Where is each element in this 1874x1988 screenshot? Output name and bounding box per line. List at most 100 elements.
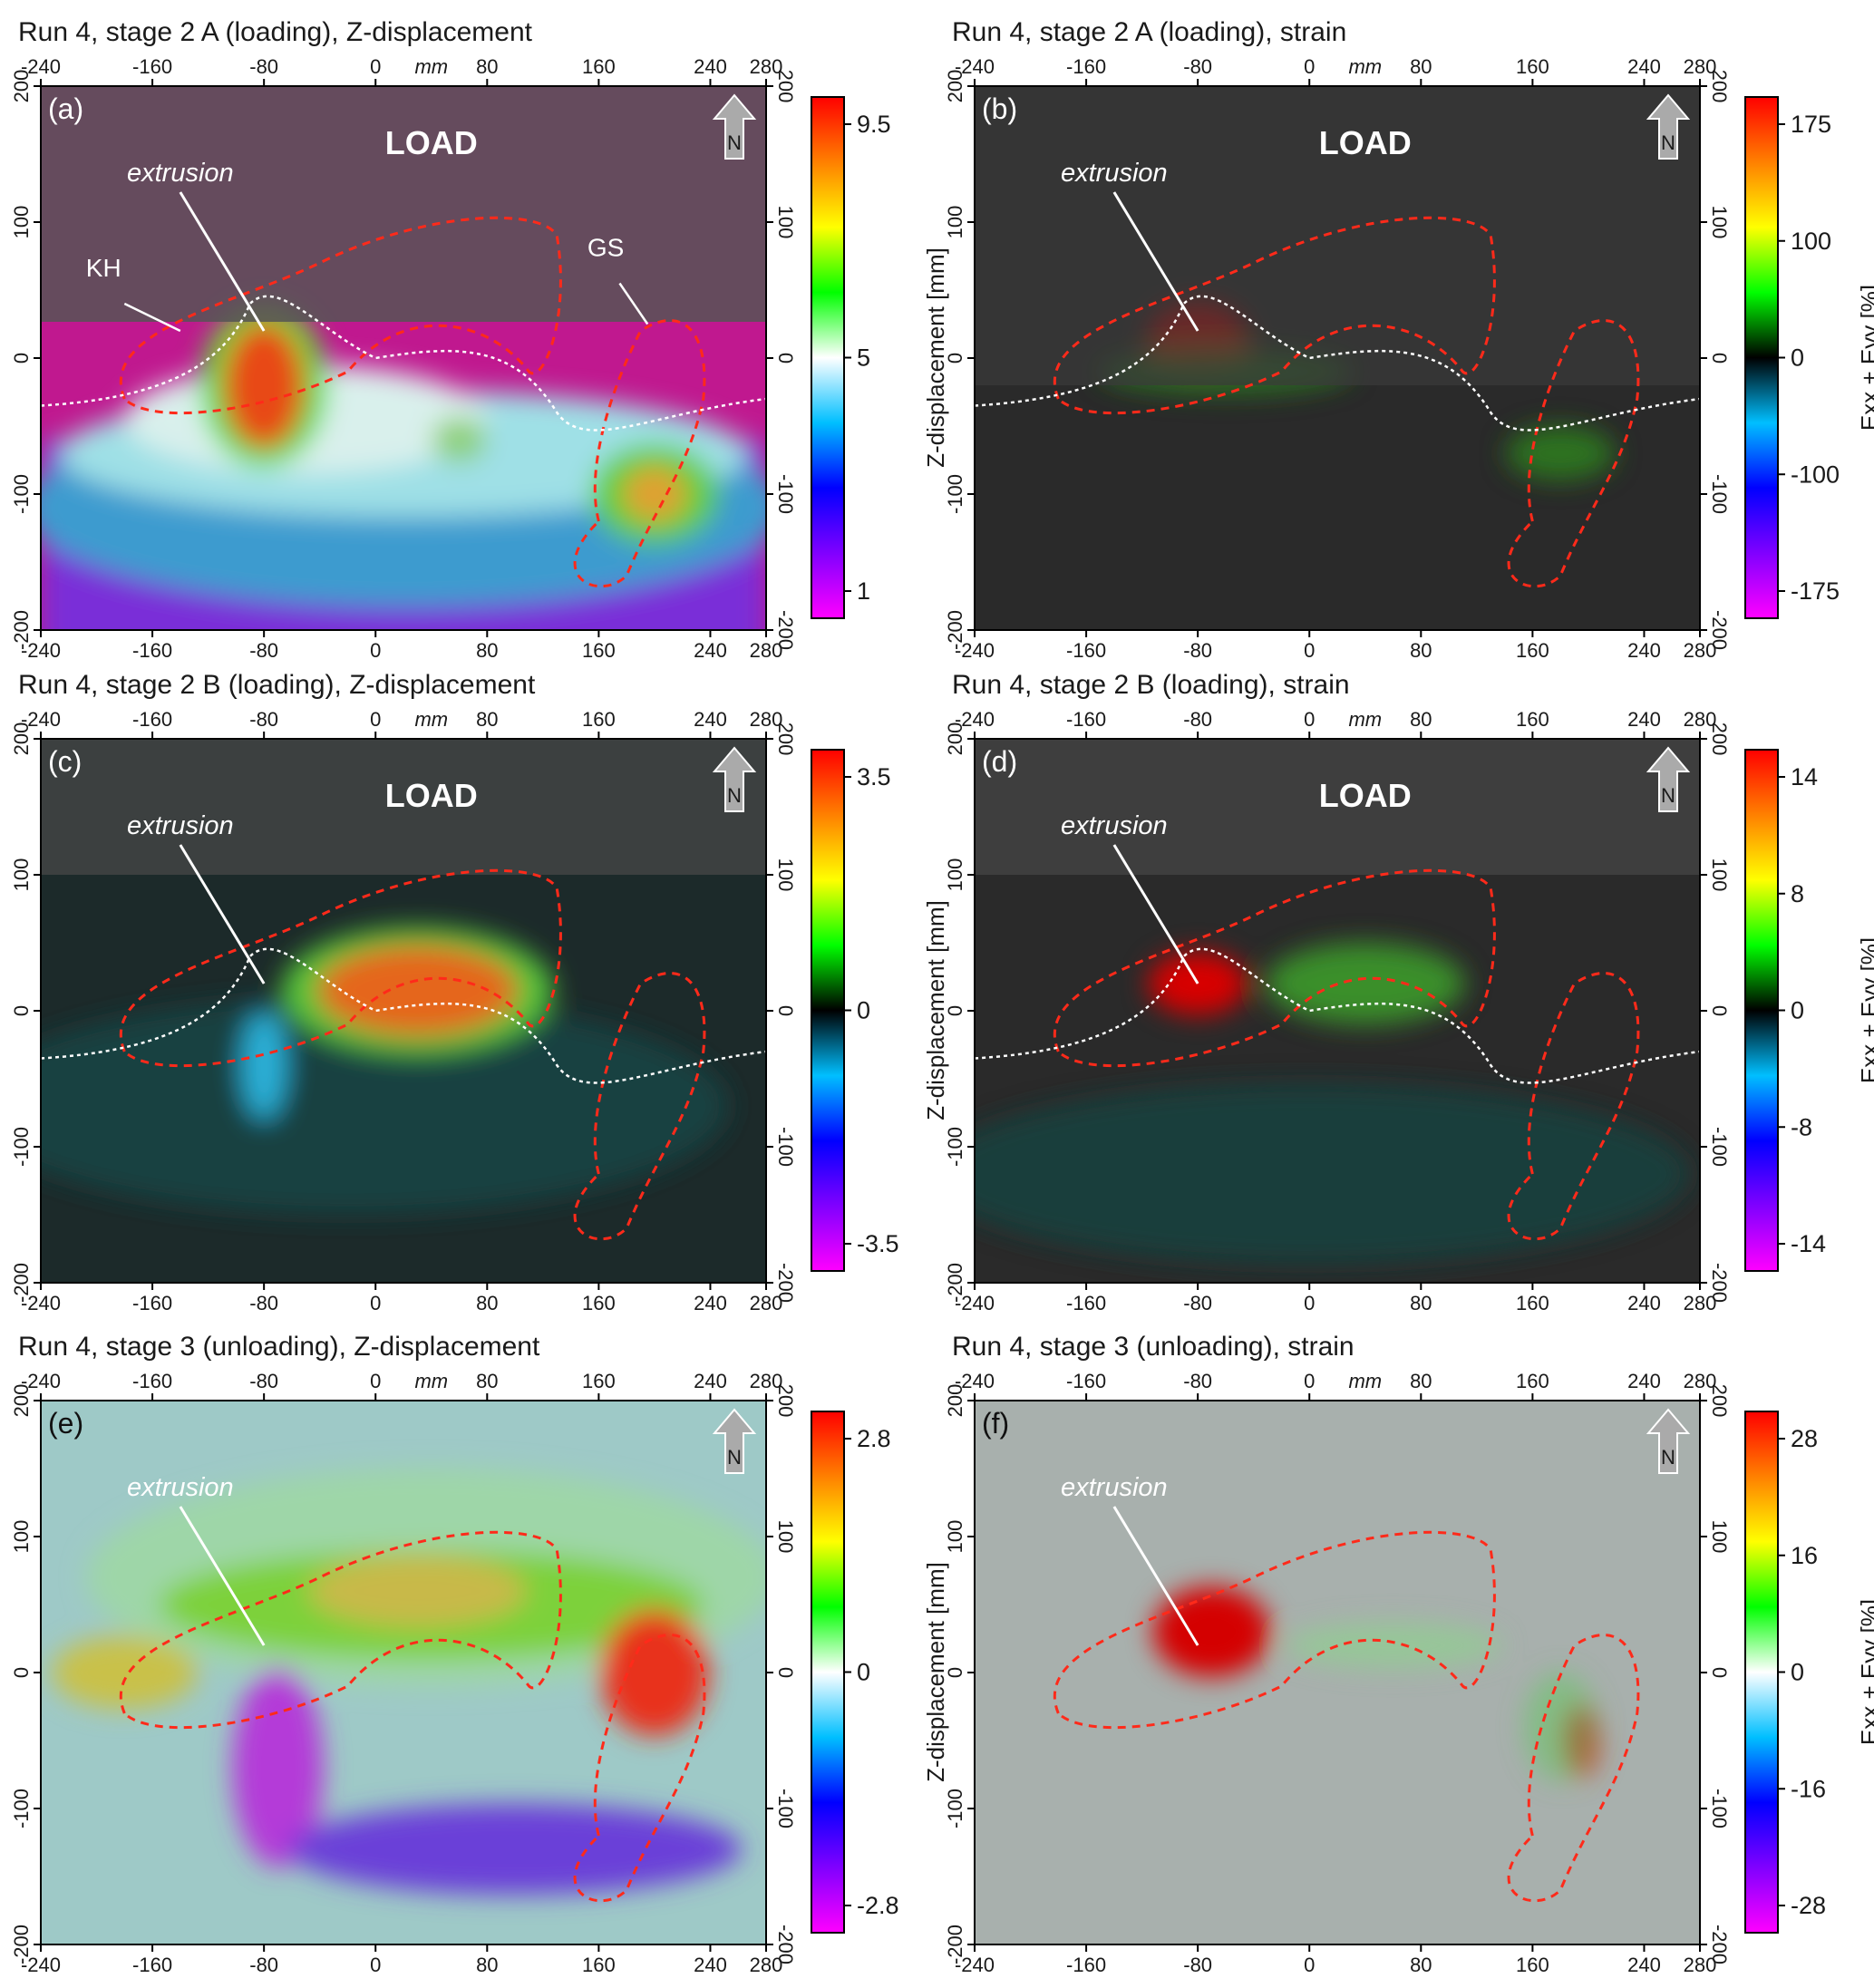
x-top-tick-label: 240	[1627, 1370, 1661, 1392]
x-tick-label: 280	[1684, 1954, 1717, 1976]
extrusion-leader	[179, 844, 266, 984]
north-label: N	[1661, 131, 1675, 154]
y-right-tick-label: -200	[774, 610, 797, 650]
north-arrow-icon: N	[1646, 1408, 1691, 1474]
x-top-tick-label: 160	[582, 1370, 616, 1392]
colorbar-tick-label: 2.8	[857, 1425, 891, 1452]
panel-c: Run 4, stage 2 B (loading), Z-displaceme…	[10, 670, 949, 1314]
north-arrow-icon: N	[712, 746, 757, 812]
field-blob	[52, 1636, 198, 1709]
load-front-line	[975, 947, 1700, 1084]
load-front-line	[41, 295, 766, 432]
y-right-tick-label: 200	[774, 1384, 797, 1418]
x-tick-label: -240	[955, 1292, 995, 1314]
field-blob	[223, 322, 306, 449]
panel-label: (a)	[48, 92, 83, 125]
colorbar	[1744, 749, 1779, 1272]
y-tick-label: -200	[944, 1263, 966, 1303]
colorbar-label: Z-displacement [mm]	[922, 900, 949, 1120]
y-tick-label: 0	[944, 1005, 966, 1016]
colorbar-tick-label: -175	[1791, 577, 1840, 605]
field-blobs	[1152, 1586, 1600, 1781]
y-right-tick-label: 0	[1708, 353, 1731, 364]
y-right-tick-label: -100	[774, 1789, 797, 1828]
panel-title: Run 4, stage 2 A (loading), strain	[952, 17, 1346, 47]
colorbar-tick-label: -28	[1791, 1892, 1826, 1919]
x-tick-label: -80	[249, 639, 278, 662]
y-right-tick-label: -100	[1708, 1127, 1731, 1167]
field-blob	[308, 1555, 527, 1627]
load-front-line	[41, 947, 766, 1084]
x-top-tick-label: -240	[955, 708, 995, 731]
colorbar	[811, 749, 845, 1272]
colorbar-label: Exx + Eyy [%]	[1856, 1599, 1874, 1745]
y-right-tick-label: 200	[1708, 1384, 1731, 1418]
colorbar-tick-label: 175	[1791, 111, 1831, 138]
y-right-tick-label: 0	[1708, 1005, 1731, 1016]
kh-outline	[119, 216, 562, 415]
x-tick-label: 80	[1410, 1292, 1432, 1314]
gs-outline	[1507, 319, 1640, 588]
field-blob	[1152, 1586, 1271, 1677]
y-tick-label: 100	[10, 1520, 33, 1554]
gs-outline	[573, 319, 706, 588]
x-top-tick-label: 160	[1516, 55, 1549, 78]
y-right-tick-label: 0	[1708, 1667, 1731, 1678]
y-tick-label: -200	[944, 610, 966, 650]
field-blob	[288, 1804, 743, 1895]
x-top-tick-label: 80	[1410, 708, 1432, 731]
kh-label: KH	[86, 254, 121, 282]
gs-outline	[1507, 1634, 1640, 1903]
north-label: N	[727, 784, 742, 807]
x-tick-label: 80	[1410, 1954, 1432, 1976]
x-tick-label: 80	[476, 1954, 498, 1976]
colorbar	[1744, 1411, 1779, 1934]
colorbar-tick-label: 1	[857, 577, 870, 605]
x-tick-label: -160	[1066, 639, 1106, 662]
panel-title: Run 4, stage 3 (unloading), Z-displaceme…	[18, 1332, 540, 1362]
extrusion-leader	[179, 1506, 266, 1646]
x-tick-label: -80	[249, 1954, 278, 1976]
panel-label: (f)	[982, 1407, 1009, 1440]
panel-title: Run 4, stage 3 (unloading), strain	[952, 1332, 1355, 1362]
field-blob	[1265, 943, 1465, 1024]
north-label: N	[727, 1446, 742, 1469]
x-tick-label: 160	[582, 1292, 616, 1314]
y-tick-label: -100	[944, 474, 966, 514]
y-right-tick-label: 0	[774, 1005, 797, 1016]
kh-outline	[119, 868, 562, 1068]
north-arrow-icon: N	[712, 93, 757, 160]
x-top-tick-label: -80	[1183, 55, 1212, 78]
x-top-tick-label: 80	[476, 1370, 498, 1392]
x-top-tick-label: 0	[1304, 708, 1315, 731]
y-right-tick-label: -200	[1708, 1263, 1731, 1303]
colorbar-tick-label: 3.5	[857, 763, 891, 790]
x-tick-label: -160	[1066, 1954, 1106, 1976]
x-top-tick-label: 80	[1410, 55, 1432, 78]
colorbar	[1744, 96, 1779, 619]
x-top-tick-label: 0	[1304, 55, 1315, 78]
y-right-tick-label: -100	[774, 1127, 797, 1167]
field-blob	[232, 1668, 324, 1867]
x-tick-label: -80	[1183, 1954, 1212, 1976]
y-right-tick-label: 100	[1708, 858, 1731, 892]
y-tick-label: 200	[10, 70, 33, 103]
x-top-tick-label: 280	[1684, 55, 1717, 78]
colorbar-tick-label: 28	[1791, 1425, 1818, 1452]
north-label: N	[1661, 784, 1675, 807]
colorbar	[811, 1411, 845, 1934]
y-tick-label: 0	[10, 1667, 33, 1678]
colorbar-tick-label: 0	[1791, 1659, 1804, 1686]
x-top-tick-label: 160	[1516, 1370, 1549, 1392]
north-label: N	[727, 131, 742, 154]
x-top-tick-label: 280	[750, 55, 783, 78]
x-top-tick-label: 0	[370, 55, 381, 78]
x-tick-label: 240	[1627, 1292, 1661, 1314]
load-label: LOAD	[1319, 124, 1412, 161]
extrusion-leader	[1112, 191, 1199, 332]
x-tick-label: 280	[1684, 1292, 1717, 1314]
x-top-tick-label: 280	[750, 1370, 783, 1392]
y-tick-label: -100	[944, 1127, 966, 1167]
y-right-tick-label: 200	[1708, 70, 1731, 103]
